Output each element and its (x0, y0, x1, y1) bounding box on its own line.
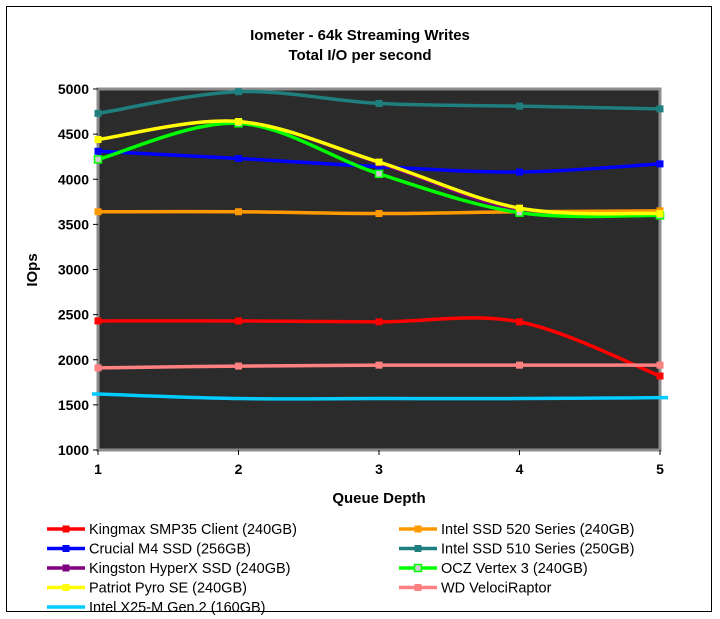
data-point (375, 210, 383, 218)
data-point (374, 169, 384, 179)
data-point (375, 318, 383, 326)
legend-swatch-marker (62, 564, 70, 572)
data-point (235, 88, 242, 96)
y-tick-label: 4500 (58, 126, 89, 142)
x-axis-label: Queue Depth (332, 490, 425, 507)
series-intel-ssd-510-series-250gb (94, 88, 664, 117)
x-axis: 1 2 3 4 5 (94, 450, 664, 477)
data-point (656, 372, 664, 380)
data-point (93, 155, 103, 164)
legend-swatch-marker (62, 545, 70, 552)
data-point (516, 204, 523, 212)
legend-item: WD VelociRaptor (399, 581, 552, 597)
legend-label: Intel X25-M Gen.2 (160GB) (89, 600, 266, 616)
data-point (235, 117, 242, 125)
legend-item: Intel X25-M Gen.2 (160GB) (47, 600, 266, 616)
data-point (516, 102, 523, 110)
series-line (92, 392, 668, 401)
legend-swatch-marker (414, 525, 422, 533)
legend-label: Intel SSD 520 Series (240GB) (441, 522, 634, 538)
data-point (516, 168, 523, 176)
data-point (235, 208, 242, 216)
y-axis: 1000 1500 2000 2500 3000 3500 4000 4500 5000 (58, 81, 98, 458)
x-tick-label: 1 (94, 461, 102, 477)
data-point (656, 210, 664, 218)
legend-swatch-marker (413, 563, 423, 573)
y-tick-label: 2500 (58, 307, 89, 323)
x-tick-label: 5 (656, 461, 664, 477)
legend-item: Patriot Pyro SE (240GB) (47, 581, 247, 597)
legend-item: Kingston HyperX SSD (240GB) (47, 561, 290, 577)
y-axis-label: IOps (24, 253, 41, 286)
data-point (656, 105, 664, 113)
y-tick-label: 1500 (58, 397, 89, 413)
x-tick-label: 3 (375, 461, 383, 477)
data-point (516, 318, 523, 326)
data-point (656, 160, 664, 168)
data-point (235, 154, 242, 162)
series-kingmax-smp35-client-240gb (94, 316, 664, 380)
legend-label: Intel SSD 510 Series (250GB) (441, 542, 634, 558)
legend-swatch-marker (62, 525, 70, 533)
y-tick-label: 2000 (58, 352, 89, 368)
legend-label: Crucial M4 SSD (256GB) (89, 542, 251, 558)
plot-area (96, 87, 662, 452)
data-point (94, 317, 102, 325)
series-patriot-pyro-se-240gb (94, 117, 664, 218)
data-point (235, 362, 242, 370)
legend: Kingmax SMP35 Client (240GB) Intel SSD 52… (47, 522, 634, 616)
data-point (375, 361, 383, 369)
legend-item: Kingmax SMP35 Client (240GB) (47, 522, 297, 538)
data-point (94, 147, 102, 155)
legend-item: Intel SSD 520 Series (240GB) (399, 522, 634, 538)
x-tick-label: 4 (516, 461, 524, 477)
legend-label: Patriot Pyro SE (240GB) (89, 581, 247, 597)
legend-item: OCZ Vertex 3 (240GB) (399, 561, 588, 577)
series-layer (92, 88, 668, 401)
data-point (235, 317, 242, 325)
data-point (516, 361, 523, 369)
data-point (94, 364, 102, 372)
legend-swatch-marker (414, 584, 422, 591)
legend-label: OCZ Vertex 3 (240GB) (441, 561, 588, 577)
series-wd-velociraptor (94, 361, 664, 372)
data-point (94, 136, 102, 144)
data-point (375, 99, 383, 107)
legend-label: WD VelociRaptor (441, 581, 552, 597)
chart-subtitle: Total I/O per second (288, 47, 431, 64)
series-crucial-m4-ssd-256gb (94, 147, 664, 176)
x-tick-label: 2 (235, 461, 243, 477)
chart-title: Iometer - 64k Streaming Writes (250, 27, 470, 44)
data-point (656, 361, 664, 369)
y-tick-label: 4000 (58, 171, 89, 187)
series-intel-x25-m-gen-2-160gb (92, 392, 668, 401)
y-tick-label: 5000 (58, 81, 89, 97)
data-point (94, 208, 102, 216)
legend-label: Kingmax SMP35 Client (240GB) (89, 522, 297, 538)
legend-label: Kingston HyperX SSD (240GB) (89, 561, 290, 577)
data-point (375, 158, 383, 166)
y-tick-label: 3500 (58, 216, 89, 232)
data-point (94, 109, 102, 117)
legend-item: Intel SSD 510 Series (250GB) (399, 542, 634, 558)
y-tick-label: 1000 (58, 442, 89, 458)
y-tick-label: 3000 (58, 262, 89, 278)
legend-item: Crucial M4 SSD (256GB) (47, 542, 251, 558)
data-point (375, 163, 383, 171)
legend-swatch-marker (62, 584, 70, 591)
legend-swatch-marker (414, 545, 422, 552)
